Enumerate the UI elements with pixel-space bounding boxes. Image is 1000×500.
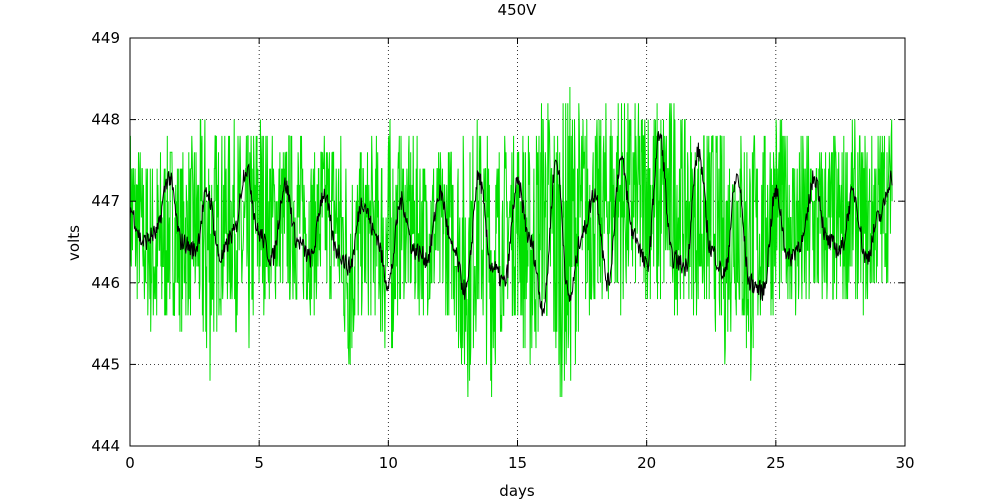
y-tick-label: 446 <box>91 274 120 292</box>
x-axis: 0 5 10 15 20 25 30 <box>125 38 915 472</box>
x-tick-label: 0 <box>125 454 135 472</box>
y-tick-label: 445 <box>91 355 120 373</box>
chart-title: 450V <box>498 1 538 19</box>
x-tick-label: 20 <box>637 454 656 472</box>
x-tick-label: 25 <box>766 454 785 472</box>
series-raw <box>129 86 893 398</box>
y-tick-label: 444 <box>91 437 120 455</box>
x-tick-label: 30 <box>895 454 914 472</box>
x-tick-label: 10 <box>379 454 398 472</box>
series-raw-line <box>129 86 893 398</box>
series-smoothed <box>129 131 893 317</box>
y-axis: 444 445 446 447 448 449 <box>91 29 905 455</box>
y-tick-label: 449 <box>91 29 120 47</box>
y-axis-title: volts <box>65 225 83 261</box>
y-tick-label: 448 <box>91 111 120 129</box>
y-tick-label: 447 <box>91 192 120 210</box>
series-smoothed-line <box>129 131 893 317</box>
x-tick-label: 15 <box>508 454 527 472</box>
x-tick-label: 5 <box>254 454 264 472</box>
x-axis-title: days <box>499 482 535 500</box>
